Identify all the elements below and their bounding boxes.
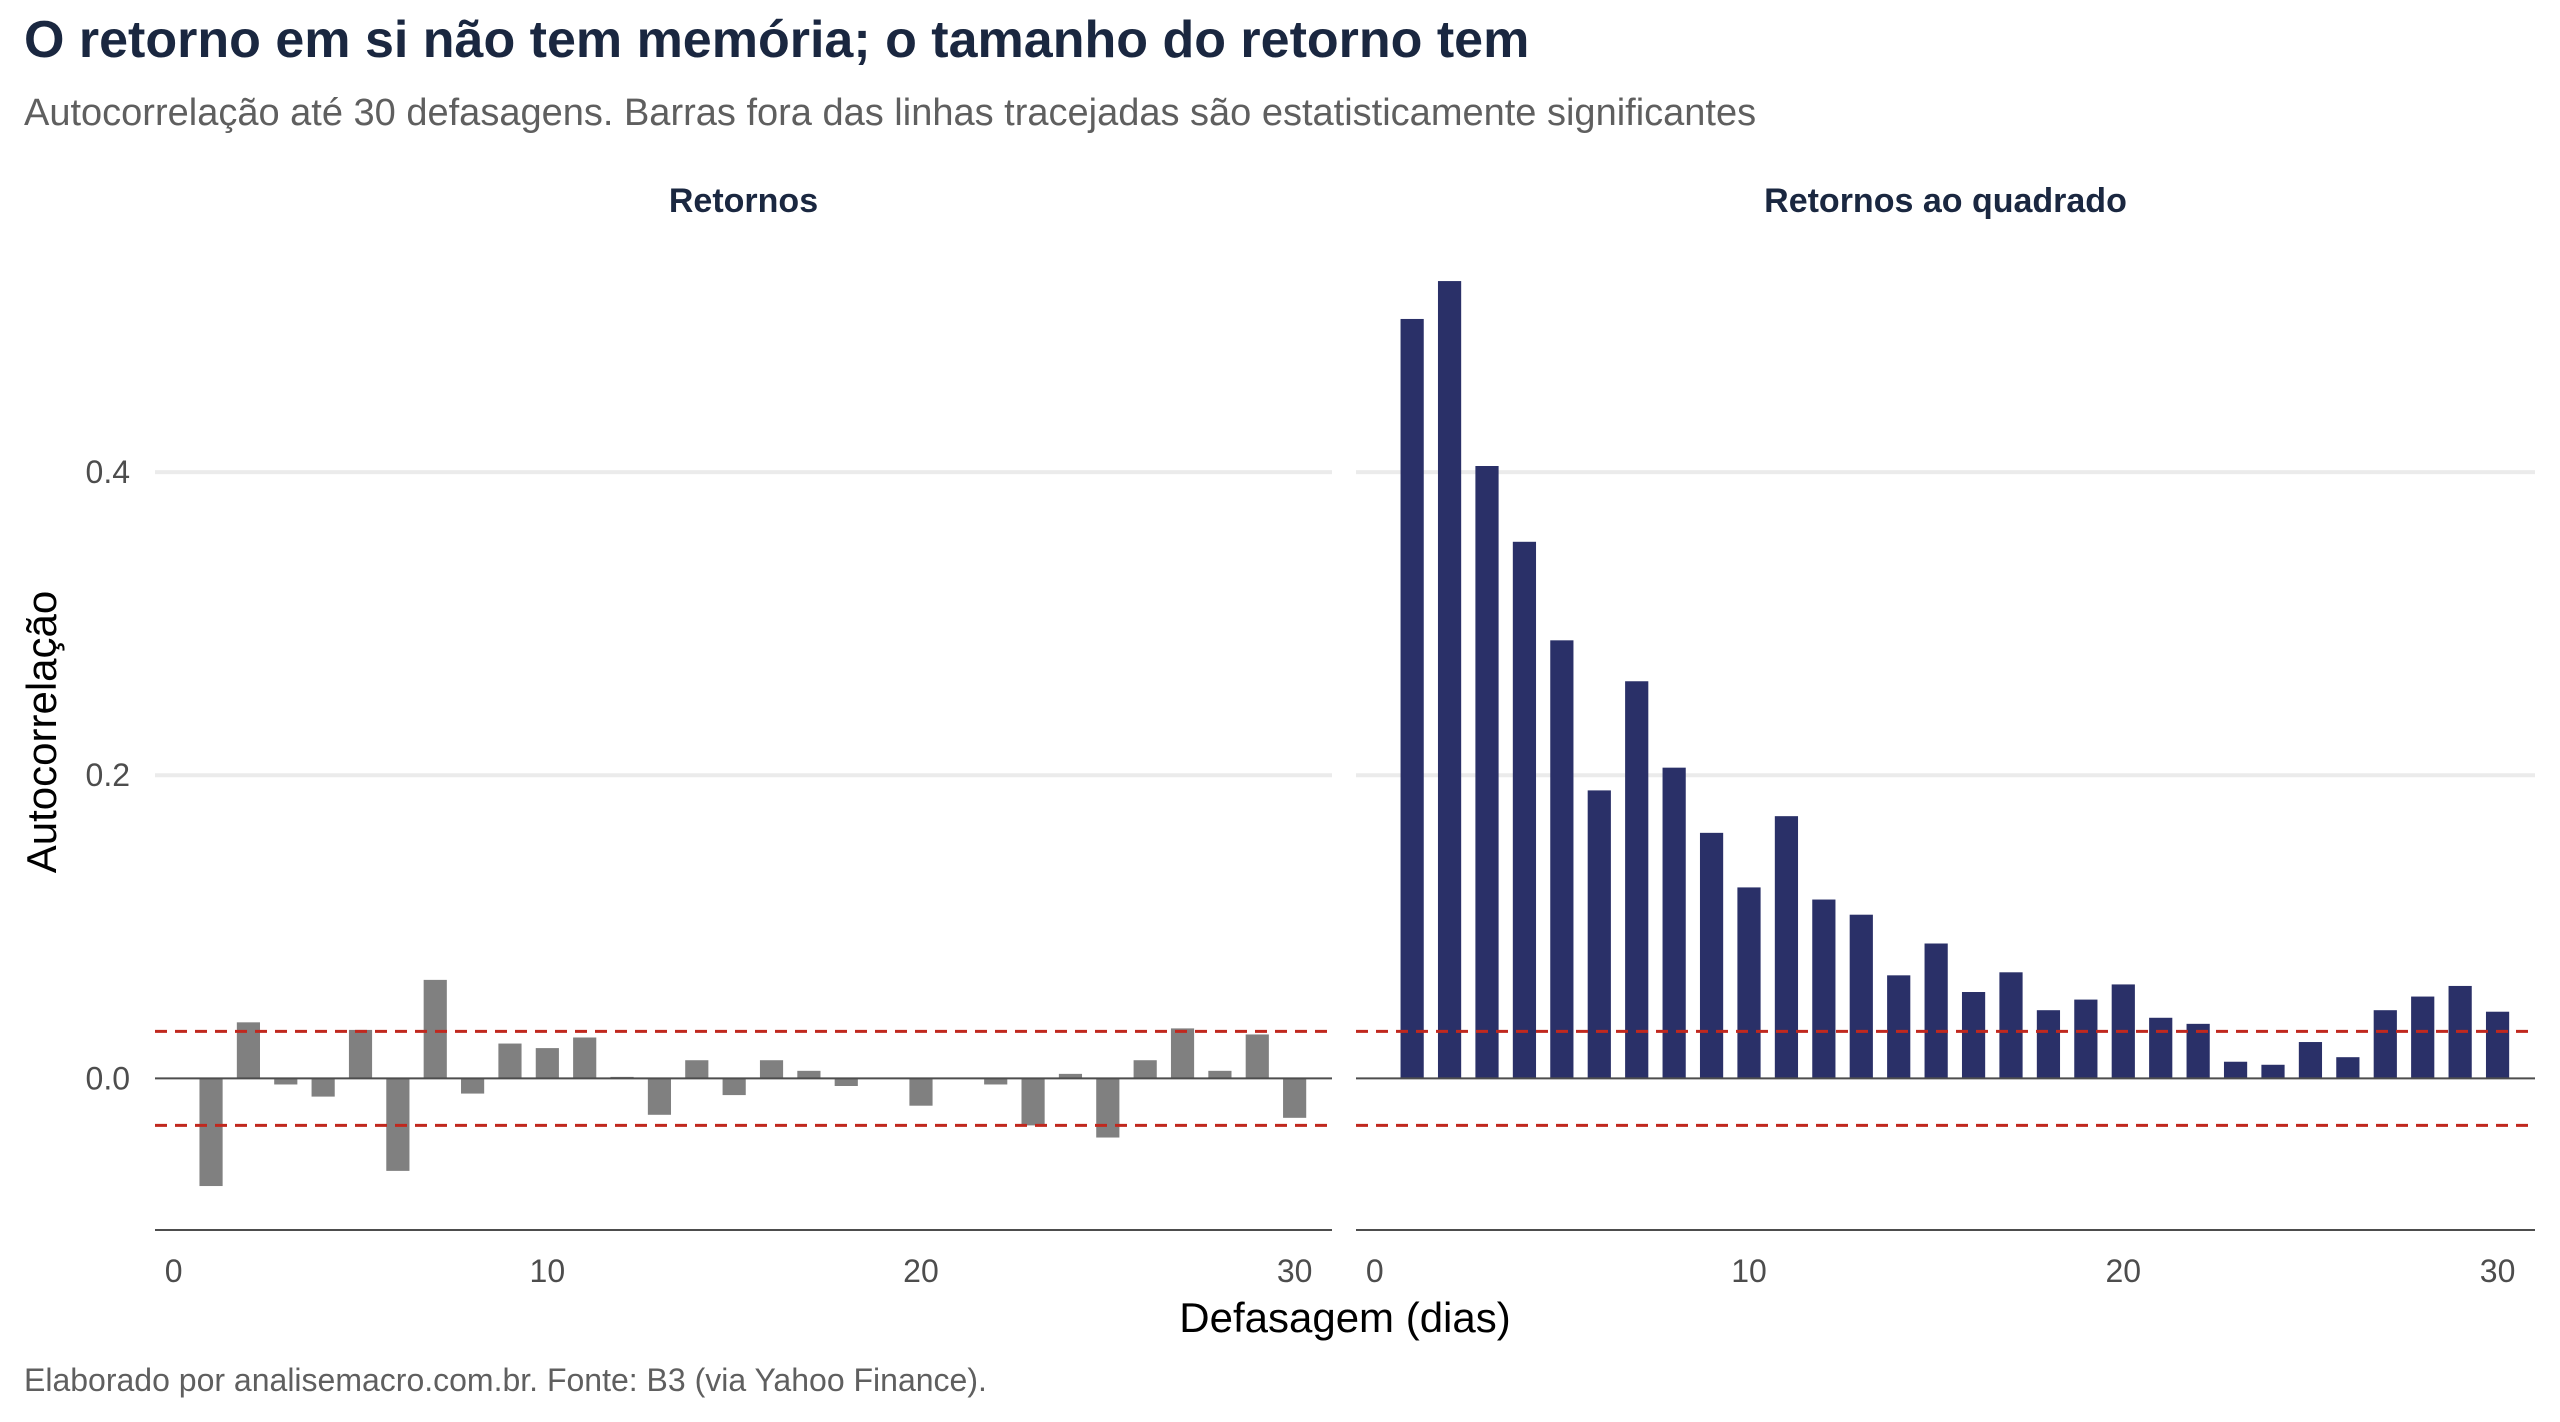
bar-lag-1	[1400, 318, 1424, 1079]
bar-lag-28	[2411, 996, 2435, 1079]
bar-lag-15	[1924, 943, 1948, 1079]
bar-lag-25	[1096, 1078, 1120, 1138]
x-tick-label: 20	[903, 1253, 939, 1289]
bar-lag-25	[2298, 1042, 2323, 1079]
x-axis-title: Defasagem (dias)	[1179, 1294, 1510, 1341]
bar-lag-18	[834, 1078, 858, 1086]
bar-lag-14	[685, 1060, 709, 1079]
bar-lag-24	[1058, 1073, 1083, 1079]
bar-lag-22	[2186, 1023, 2210, 1079]
bar-lag-3	[274, 1078, 298, 1085]
bar-lag-27	[2373, 1010, 2397, 1079]
bar-lag-11	[573, 1037, 597, 1079]
bar-lag-5	[348, 1029, 373, 1079]
bar-lag-4	[311, 1078, 335, 1097]
panel-title: Retornos	[669, 182, 818, 220]
bar-lag-7	[1625, 681, 1649, 1079]
bar-lag-5	[1550, 640, 1574, 1079]
x-tick-label: 0	[1366, 1253, 1384, 1289]
bar-lag-18	[2036, 1010, 2061, 1079]
bar-lag-2	[1437, 281, 1462, 1079]
x-tick-label: 10	[530, 1253, 566, 1289]
bar-lag-26	[1133, 1060, 1157, 1079]
x-tick-label: 30	[2480, 1253, 2516, 1289]
x-tick-label: 0	[165, 1253, 183, 1289]
bar-lag-7	[423, 979, 447, 1079]
bar-lag-9	[498, 1043, 522, 1079]
y-axis-title: Autocorrelação	[18, 591, 65, 874]
bar-lag-13	[1849, 914, 1873, 1079]
bar-lag-21	[2149, 1017, 2173, 1079]
bar-lag-12	[1812, 899, 1836, 1079]
bar-lag-20	[909, 1078, 933, 1106]
chart-caption: Elaborado por analisemacro.com.br. Fonte…	[24, 1362, 987, 1398]
bar-lag-2	[236, 1022, 260, 1079]
bar-lag-23	[1021, 1078, 1045, 1126]
x-tick-label: 10	[1731, 1253, 1767, 1289]
bar-lag-4	[1512, 541, 1537, 1079]
bar-lag-10	[1737, 887, 1761, 1079]
bar-lag-17	[1999, 972, 2023, 1079]
bar-lag-6	[1587, 790, 1611, 1079]
chart-subtitle: Autocorrelação até 30 defasagens. Barras…	[24, 92, 1757, 134]
bar-lag-16	[1961, 992, 1986, 1079]
bar-lag-15	[722, 1078, 746, 1096]
panel-retornos: Retornos 0 10 20 30	[155, 182, 1332, 1289]
bar-lag-3	[1475, 466, 1499, 1079]
bar-lag-28	[1208, 1070, 1232, 1079]
y-tick-label: 0.4	[86, 454, 130, 490]
bar-lag-13	[647, 1078, 672, 1115]
bar-lag-26	[2336, 1057, 2360, 1079]
bar-lag-19	[2074, 999, 2098, 1079]
panel-title: Retornos ao quadrado	[1764, 182, 2127, 220]
bar-lag-1	[199, 1078, 223, 1187]
bar-lag-23	[2223, 1061, 2248, 1079]
y-axis: 0.0 0.2 0.4	[86, 454, 130, 1096]
bar-lag-22	[984, 1078, 1008, 1085]
bar-lag-30	[2485, 1011, 2510, 1079]
x-tick-label: 30	[1277, 1253, 1313, 1289]
bar-lag-11	[1774, 816, 1799, 1079]
bar-lag-9	[1699, 832, 1724, 1079]
bar-lag-27	[1170, 1028, 1195, 1079]
x-tick-label: 20	[2105, 1253, 2141, 1289]
bar-lag-17	[797, 1070, 821, 1079]
bar-lag-24	[2261, 1064, 2285, 1079]
bar-lag-8	[1662, 767, 1686, 1079]
bar-lag-8	[461, 1078, 485, 1094]
y-tick-label: 0.0	[86, 1060, 130, 1096]
bar-lag-29	[1245, 1034, 1269, 1079]
y-tick-label: 0.2	[86, 757, 130, 793]
bar-lag-10	[535, 1048, 559, 1079]
bar-lag-14	[1887, 975, 1911, 1079]
panel-retornos-ao-quadrado: Retornos ao quadrado 0 10 20 30	[1356, 182, 2535, 1289]
chart-title: O retorno em si não tem memória; o taman…	[24, 11, 1530, 69]
bar-lag-16	[759, 1060, 784, 1079]
bar-lag-30	[1283, 1078, 1307, 1118]
